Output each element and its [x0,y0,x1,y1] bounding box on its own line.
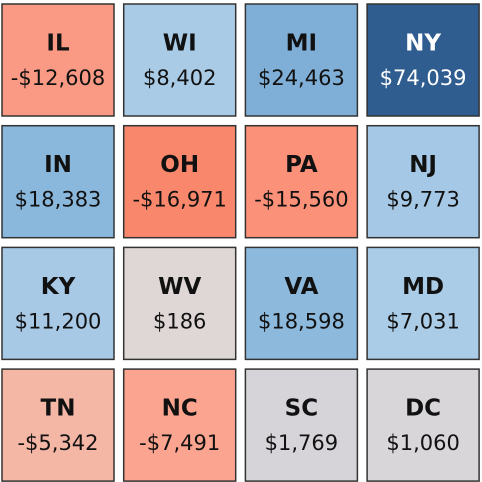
value-label: $8,402 [143,66,216,90]
tile [122,368,237,482]
tile [366,3,480,117]
tile [244,246,359,361]
tile [1,3,115,117]
state-label: NJ [409,152,437,178]
tile [244,3,359,117]
value-label: $7,031 [386,309,459,333]
tile [122,124,237,239]
value-label: -$16,971 [132,188,226,212]
value-label: -$15,560 [254,188,348,212]
state-label: WI [163,31,197,57]
state-label: NC [162,396,198,422]
tile [366,246,480,361]
state-label: WV [158,274,201,300]
value-label: -$7,491 [139,431,220,455]
state-label: TN [41,396,76,422]
state-label: MI [286,31,317,57]
state-label: SC [285,396,318,422]
state-label: OH [160,152,199,178]
value-label: $18,383 [15,188,102,212]
value-label: $186 [153,309,206,333]
tile [1,246,115,361]
state-label: PA [285,152,318,178]
tile [366,124,480,239]
value-label: $1,769 [265,431,338,455]
tile [1,368,115,482]
state-label: IL [46,31,70,57]
state-label: KY [41,274,76,300]
state-label: IN [44,152,72,178]
value-label: -$12,608 [11,66,105,90]
tile [244,368,359,482]
value-label: $9,773 [386,188,459,212]
value-label: $74,039 [380,66,467,90]
tile [244,124,359,239]
tile [1,124,115,239]
value-label: $24,463 [258,66,345,90]
state-label: NY [405,31,441,57]
value-label: $1,060 [386,431,459,455]
tile [366,368,480,482]
value-label: -$5,342 [17,431,98,455]
tile [122,246,237,361]
state-label: MD [402,274,444,300]
value-label: $11,200 [15,309,102,333]
state-label: DC [405,396,441,422]
tile [122,3,237,117]
state-label: VA [284,274,318,300]
value-label: $18,598 [258,309,345,333]
